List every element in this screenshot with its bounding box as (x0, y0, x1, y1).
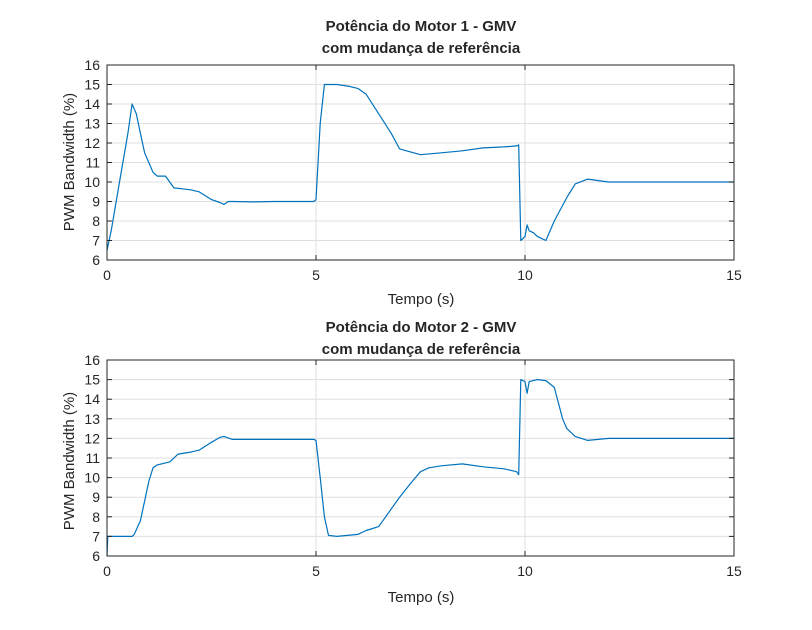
subplot-motor-1: Potência do Motor 1 - GMV com mudança de… (61, 18, 742, 308)
y-tick-label: 9 (92, 489, 100, 505)
y-tick-label: 16 (84, 352, 100, 368)
y-tick-label: 13 (84, 116, 100, 132)
series-line (106, 379, 734, 557)
y-tick-label: 8 (92, 213, 100, 229)
subplot-motor-2: Potência do Motor 2 - GMV com mudança de… (61, 319, 742, 606)
y-axis-label: PWM Bandwidth (%) (61, 392, 78, 530)
y-tick-label: 15 (84, 77, 100, 93)
x-tick-label: 0 (103, 267, 111, 283)
y-tick-label: 7 (92, 233, 100, 249)
y-tick-label: 14 (84, 96, 100, 112)
y-tick-label: 7 (92, 528, 100, 544)
y-tick-label: 15 (84, 372, 100, 388)
y-tick-label: 12 (84, 135, 100, 151)
chart-title: Potência do Motor 1 - GMV (326, 18, 517, 35)
x-tick-label: 10 (517, 563, 533, 579)
y-tick-label: 8 (92, 509, 100, 525)
y-tick-label: 16 (84, 57, 100, 73)
x-tick-label: 0 (103, 563, 111, 579)
x-tick-label: 5 (312, 563, 320, 579)
x-axis-label: Tempo (s) (388, 589, 455, 606)
chart-title: Potência do Motor 2 - GMV (326, 319, 517, 336)
y-tick-label: 11 (85, 450, 100, 466)
x-tick-label: 15 (726, 563, 742, 579)
y-axis-label: PWM Bandwidth (%) (61, 93, 78, 231)
x-tick-label: 5 (312, 267, 320, 283)
y-tick-label: 10 (84, 174, 100, 190)
y-tick-label: 6 (92, 548, 100, 564)
y-tick-label: 14 (84, 391, 100, 407)
y-tick-label: 12 (84, 430, 100, 446)
y-tick-label: 9 (92, 194, 100, 210)
y-tick-label: 13 (84, 411, 100, 427)
chart-subtitle: com mudança de referência (322, 341, 521, 358)
x-tick-label: 10 (517, 267, 533, 283)
chart-subtitle: com mudança de referência (322, 40, 521, 57)
x-tick-label: 15 (726, 267, 742, 283)
y-tick-label: 11 (85, 155, 100, 171)
series-line (106, 83, 734, 251)
x-axis-label: Tempo (s) (388, 291, 455, 308)
y-tick-label: 10 (84, 470, 100, 486)
y-tick-label: 6 (92, 252, 100, 268)
